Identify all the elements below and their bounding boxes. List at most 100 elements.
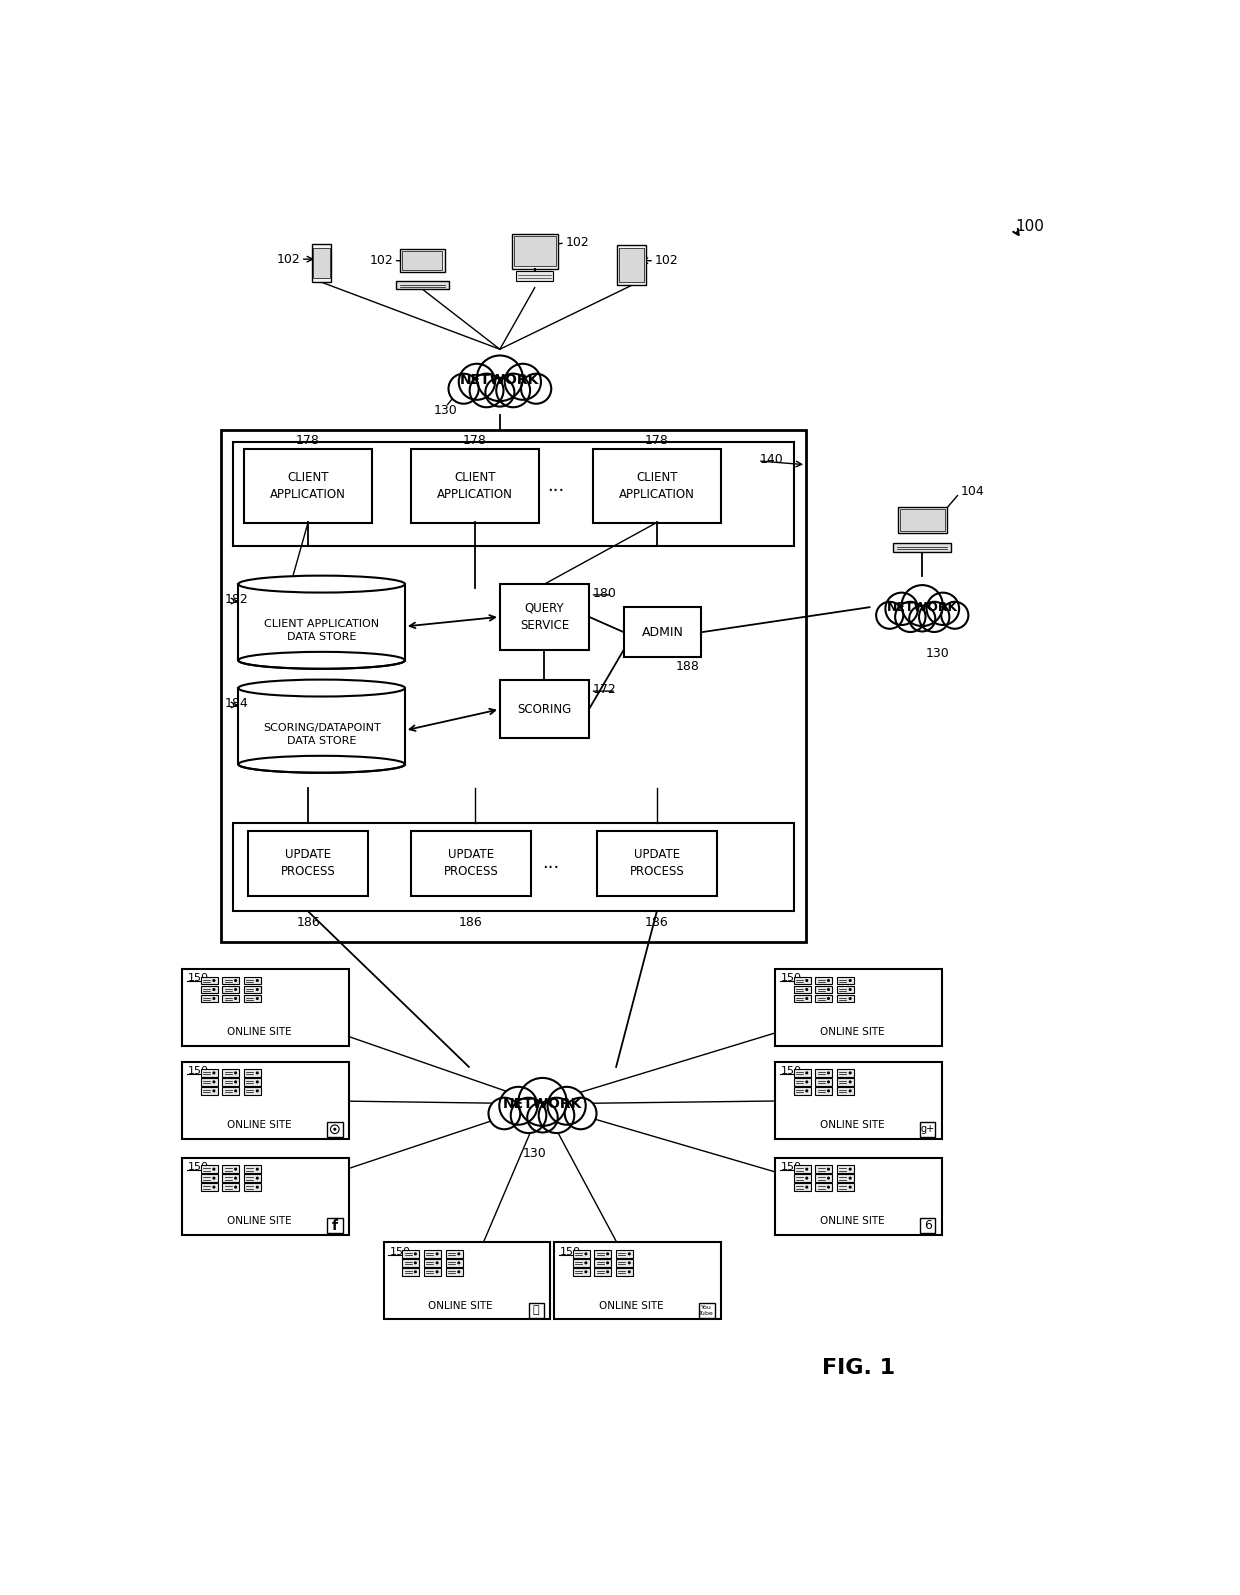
Bar	[424, 1258, 441, 1266]
Text: NETWORK: NETWORK	[502, 1097, 583, 1110]
Bar	[327, 1121, 342, 1137]
Circle shape	[895, 601, 925, 632]
Text: 186: 186	[645, 917, 668, 930]
Bar	[837, 1069, 854, 1077]
Text: CLIENT
APPLICATION: CLIENT APPLICATION	[436, 471, 512, 501]
Text: CLIENT
APPLICATION: CLIENT APPLICATION	[619, 471, 694, 501]
Circle shape	[848, 979, 852, 983]
Text: 186: 186	[296, 917, 320, 930]
Circle shape	[606, 1270, 609, 1273]
Bar	[594, 1250, 611, 1257]
Text: ONLINE SITE: ONLINE SITE	[599, 1300, 663, 1311]
Text: 172: 172	[593, 683, 616, 695]
Bar	[222, 1174, 239, 1182]
Circle shape	[234, 987, 237, 990]
Text: CLIENT
APPLICATION: CLIENT APPLICATION	[270, 471, 346, 501]
Ellipse shape	[238, 756, 405, 772]
Circle shape	[827, 979, 830, 983]
Bar	[312, 244, 331, 282]
Circle shape	[255, 1072, 259, 1075]
Text: 130: 130	[523, 1147, 547, 1161]
Bar	[837, 995, 854, 1002]
Circle shape	[505, 364, 541, 400]
Circle shape	[234, 979, 237, 983]
Circle shape	[848, 987, 852, 990]
Text: f: f	[332, 1219, 337, 1233]
Bar	[616, 1258, 634, 1266]
Circle shape	[805, 1177, 808, 1180]
Bar	[182, 1158, 348, 1235]
Bar	[182, 970, 348, 1046]
Bar	[920, 1219, 935, 1233]
Bar	[201, 1069, 218, 1077]
Bar	[794, 1166, 811, 1172]
Bar	[314, 247, 330, 279]
Text: 150: 150	[560, 1247, 582, 1257]
Bar	[402, 1268, 419, 1276]
Circle shape	[234, 1089, 237, 1093]
Circle shape	[414, 1270, 417, 1273]
Bar	[222, 1069, 239, 1077]
Bar	[794, 1069, 811, 1077]
Circle shape	[827, 1072, 830, 1075]
Bar	[244, 976, 262, 984]
Text: ONLINE SITE: ONLINE SITE	[820, 1215, 884, 1227]
Circle shape	[477, 356, 523, 400]
Bar	[837, 1183, 854, 1191]
Circle shape	[334, 1128, 336, 1131]
Circle shape	[234, 997, 237, 1000]
Circle shape	[848, 1168, 852, 1171]
Circle shape	[459, 364, 495, 400]
Text: 186: 186	[459, 917, 482, 930]
Bar	[794, 1088, 811, 1094]
Bar	[410, 450, 538, 523]
Text: 178: 178	[645, 434, 668, 447]
Text: NETWORK: NETWORK	[887, 601, 957, 614]
Text: ONLINE SITE: ONLINE SITE	[227, 1027, 291, 1037]
Text: QUERY
SERVICE: QUERY SERVICE	[520, 601, 569, 632]
Bar	[445, 1258, 463, 1266]
Bar	[222, 976, 239, 984]
Text: 150: 150	[781, 1065, 802, 1075]
Text: 🐦: 🐦	[533, 1305, 539, 1316]
Circle shape	[435, 1262, 439, 1265]
Bar	[244, 1069, 262, 1077]
Circle shape	[827, 1089, 830, 1093]
Circle shape	[848, 1185, 852, 1188]
Bar	[624, 608, 702, 657]
Circle shape	[805, 1072, 808, 1075]
Bar	[816, 1069, 832, 1077]
Text: UPDATE
PROCESS: UPDATE PROCESS	[280, 849, 336, 879]
Circle shape	[848, 1080, 852, 1083]
Text: 102: 102	[370, 254, 393, 268]
Circle shape	[255, 1080, 259, 1083]
Text: 180: 180	[593, 587, 616, 600]
Bar	[516, 271, 553, 281]
Circle shape	[485, 378, 515, 407]
Circle shape	[584, 1252, 588, 1255]
Bar	[402, 1250, 419, 1257]
Bar	[233, 442, 795, 545]
Bar	[238, 687, 405, 764]
Circle shape	[885, 593, 918, 625]
Circle shape	[435, 1270, 439, 1273]
Circle shape	[805, 1168, 808, 1171]
Circle shape	[827, 1080, 830, 1083]
Bar	[401, 249, 445, 273]
Bar	[816, 1166, 832, 1172]
Text: SCORING/DATAPOINT
DATA STORE: SCORING/DATAPOINT DATA STORE	[263, 723, 381, 746]
Bar	[593, 450, 720, 523]
Bar	[244, 995, 262, 1002]
Text: 102: 102	[565, 236, 589, 249]
Text: UPDATE
PROCESS: UPDATE PROCESS	[630, 849, 684, 879]
Circle shape	[584, 1270, 588, 1273]
Text: ONLINE SITE: ONLINE SITE	[820, 1027, 884, 1037]
Bar	[410, 831, 531, 896]
Bar	[201, 1166, 218, 1172]
Text: 178: 178	[296, 434, 320, 447]
Bar	[699, 1303, 714, 1317]
Bar	[775, 1158, 941, 1235]
Bar	[500, 584, 589, 649]
Circle shape	[518, 1078, 567, 1126]
Circle shape	[901, 585, 942, 627]
